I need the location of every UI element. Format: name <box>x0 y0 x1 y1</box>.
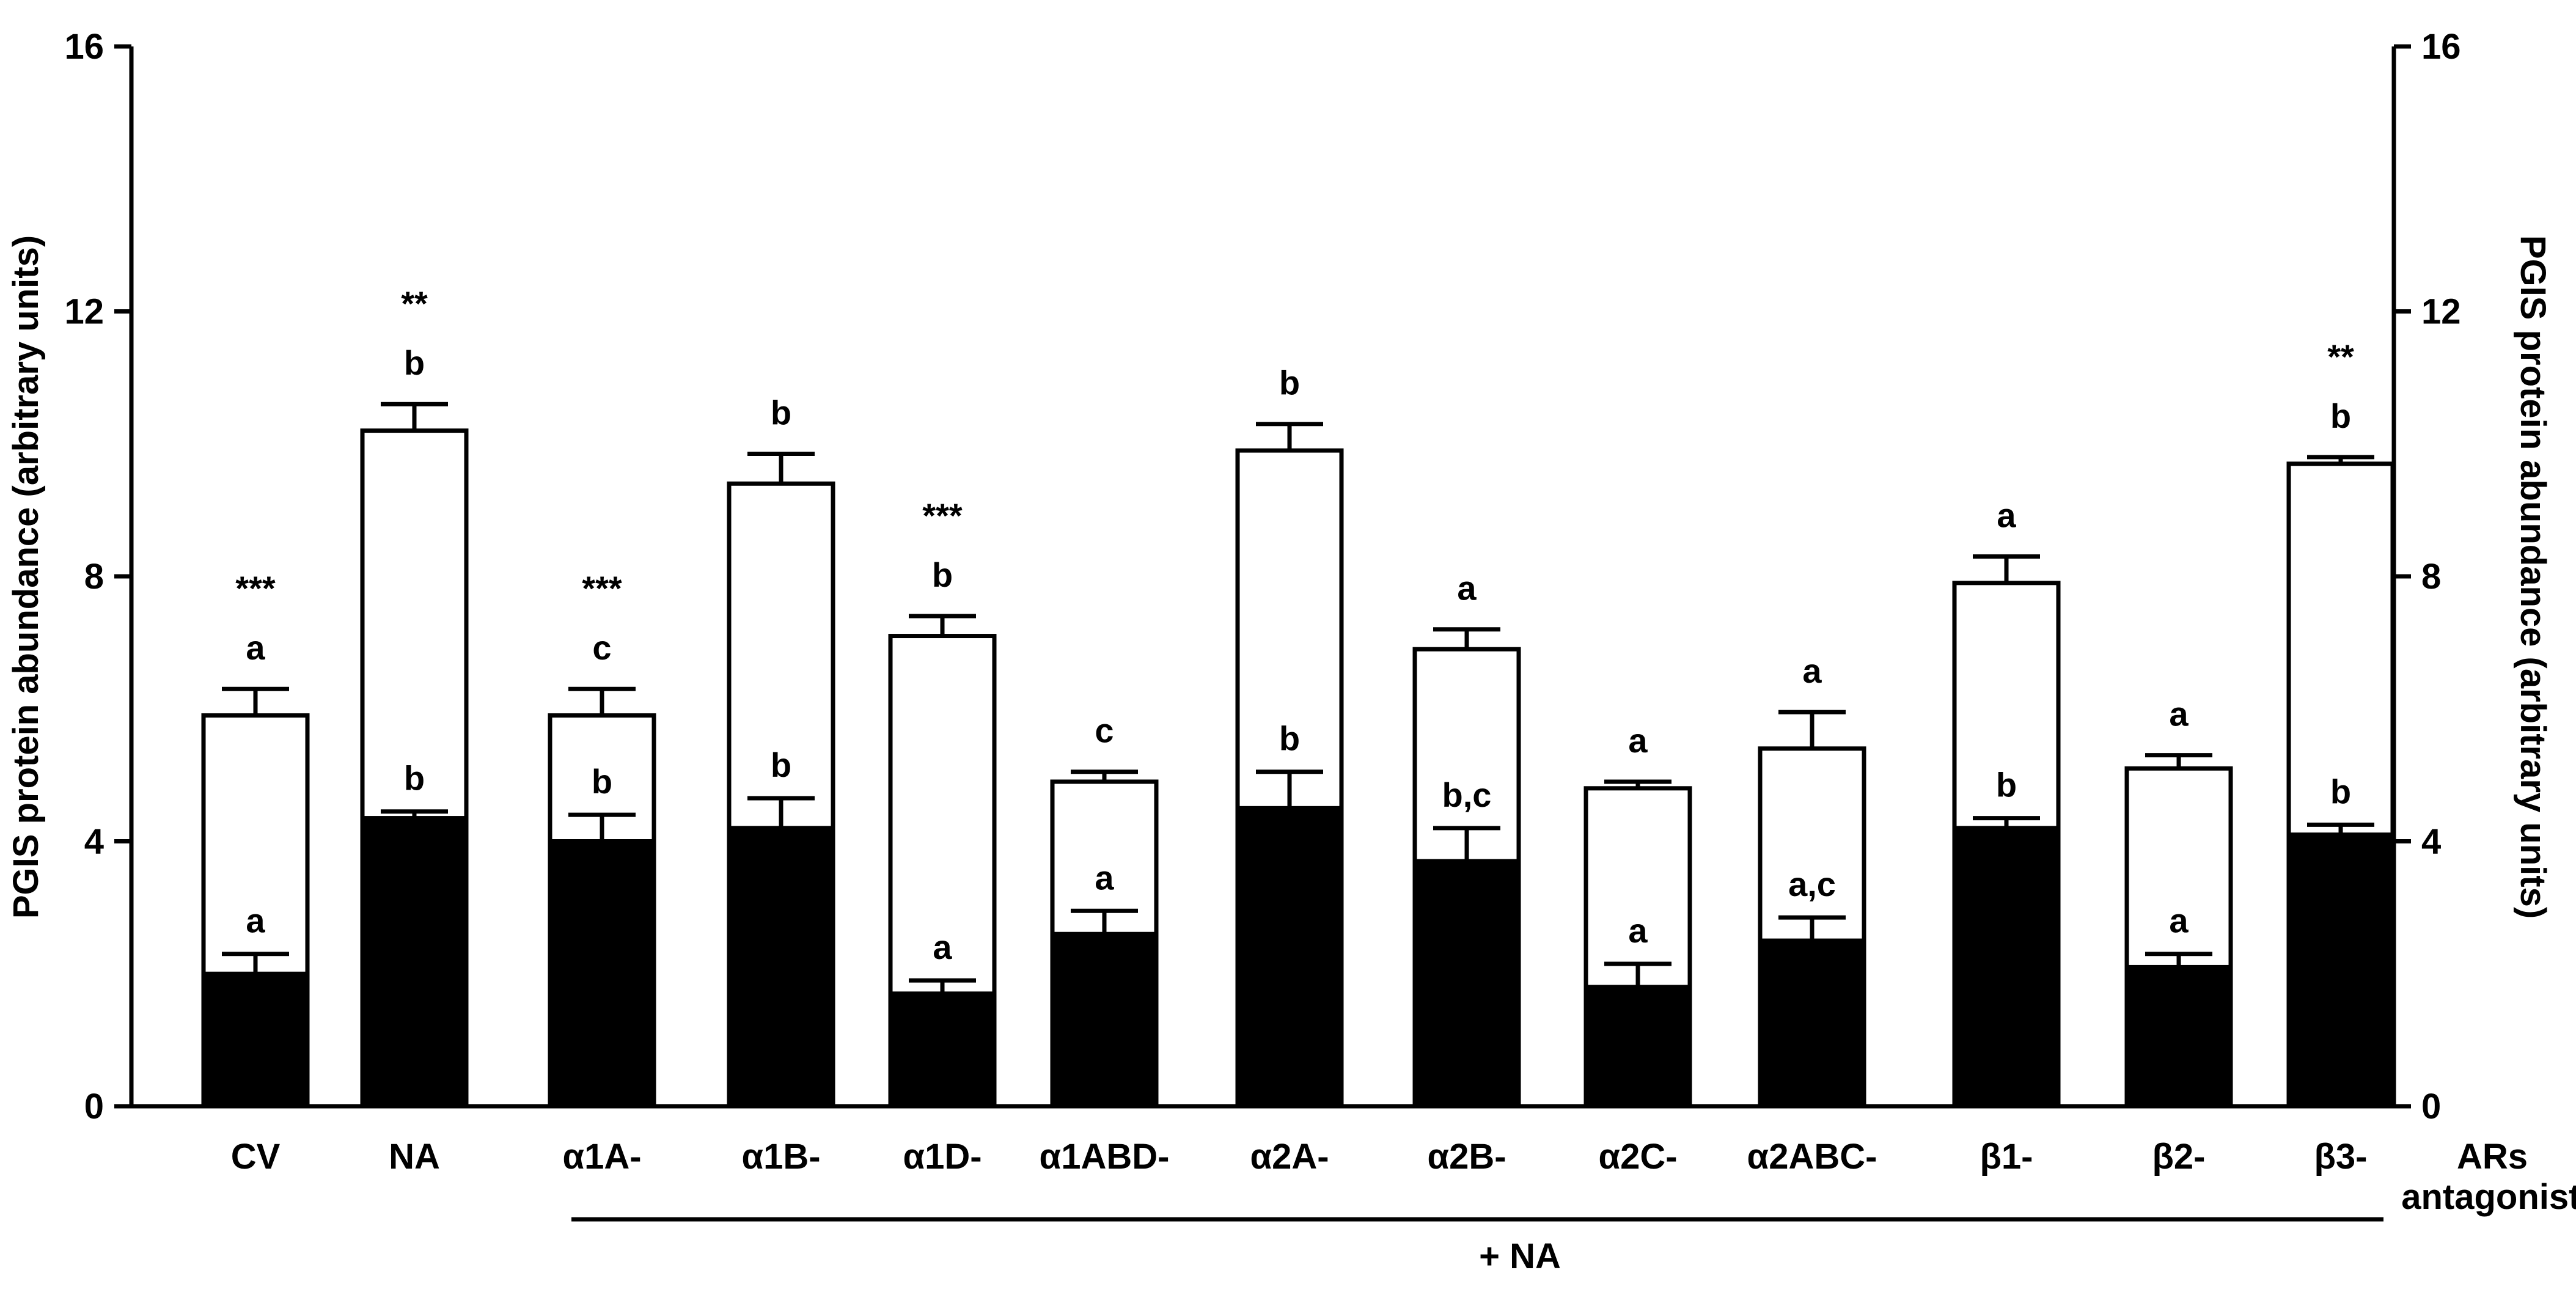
significance-letter-black: b <box>1996 766 2017 804</box>
significance-letter-black: b <box>2330 772 2351 810</box>
significance-letter-black: a <box>1628 911 1648 950</box>
significance-letter-white: a <box>2169 695 2189 733</box>
significance-stars: ** <box>2327 337 2354 376</box>
y-axis-label-left: PGIS protein abundance (arbitrary units) <box>6 235 46 919</box>
significance-letter-black: b <box>771 746 791 784</box>
significance-letter-black: b <box>1279 719 1300 758</box>
bar-black <box>1758 938 1866 1109</box>
x-tick-label: β3- <box>2314 1137 2368 1177</box>
significance-letter-white: b <box>2330 397 2351 435</box>
significance-stars: ** <box>401 284 428 323</box>
bar-black <box>727 826 835 1109</box>
x-tick-label: α2B- <box>1427 1137 1506 1177</box>
x-tick-label: CV <box>231 1137 281 1177</box>
significance-stars: *** <box>582 569 622 608</box>
y-tick-label-right: 12 <box>2421 292 2461 332</box>
bar-black <box>2286 832 2395 1109</box>
y-tick-label-right: 8 <box>2421 557 2441 597</box>
significance-letter-white: c <box>1095 711 1114 750</box>
significance-letter-black: a,c <box>1788 865 1836 903</box>
bars <box>201 402 2395 1109</box>
y-tick-label-right: 0 <box>2421 1087 2441 1126</box>
x-suffix-label-line1: ARs <box>2457 1137 2528 1177</box>
bar-black <box>888 991 997 1109</box>
bar-black <box>2124 964 2233 1109</box>
y-tick-label-left: 12 <box>64 292 104 332</box>
y-tick-label-left: 0 <box>84 1087 104 1126</box>
significance-letter-black: b,c <box>1442 776 1492 814</box>
significance-letter-white: b <box>932 556 953 594</box>
bar-black <box>1952 826 2061 1109</box>
bar-black <box>201 971 310 1109</box>
significance-letter-white: a <box>1997 496 2016 534</box>
significance-letter-black: a <box>246 902 265 940</box>
x-tick-label: α1D- <box>903 1137 982 1177</box>
significance-letter-white: a <box>1802 652 1822 690</box>
significance-letter-white: b <box>771 394 791 432</box>
x-tick-label: α1ABD- <box>1040 1137 1170 1177</box>
x-tick-label: β1- <box>1980 1137 2033 1177</box>
bar-black <box>1050 931 1159 1109</box>
significance-letter-white: b <box>1279 364 1300 402</box>
significance-letter-white: c <box>592 628 611 667</box>
labels: a a *** CV b b ** NA b c *** α1A-b b α1B-a b *** α1D-a c α… <box>231 284 2576 1217</box>
bar-black <box>360 816 469 1109</box>
x-tick-label: α1A- <box>562 1137 641 1177</box>
significance-letter-black: a <box>2169 902 2189 940</box>
y-tick-label-left: 8 <box>84 557 104 597</box>
x-tick-label: α1B- <box>741 1137 820 1177</box>
significance-letter-white: a <box>1457 569 1477 608</box>
y-axis-label-right: PGIS protein abundance (arbitrary units) <box>2513 235 2553 919</box>
x-tick-label: β2- <box>2152 1137 2206 1177</box>
x-suffix-label-line2: antagonists <box>2401 1177 2576 1217</box>
x-tick-label: α2C- <box>1598 1137 1677 1177</box>
y-tick-label-right: 4 <box>2421 822 2441 862</box>
significance-letter-black: a <box>1095 858 1114 897</box>
y-tick-label-left: 4 <box>84 822 104 862</box>
significance-stars: *** <box>235 569 276 608</box>
bar-black <box>1583 985 1692 1109</box>
significance-letter-black: b <box>404 759 425 798</box>
significance-stars: *** <box>922 496 963 535</box>
bar-black <box>548 839 656 1109</box>
x-tick-label: NA <box>389 1137 440 1177</box>
x-tick-label: α2A- <box>1250 1137 1329 1177</box>
x-tick-label: α2ABC- <box>1747 1137 1877 1177</box>
y-tick-label-right: 16 <box>2421 27 2461 67</box>
group-label: + NA <box>1479 1236 1561 1276</box>
significance-letter-white: a <box>1628 721 1648 760</box>
bar-black <box>1412 859 1521 1109</box>
bar-black <box>1235 806 1344 1109</box>
significance-letter-white: a <box>246 628 265 667</box>
significance-letter-black: b <box>592 762 612 801</box>
significance-letter-black: a <box>933 928 952 966</box>
significance-letter-white: b <box>404 343 425 382</box>
y-tick-label-left: 16 <box>64 27 104 67</box>
